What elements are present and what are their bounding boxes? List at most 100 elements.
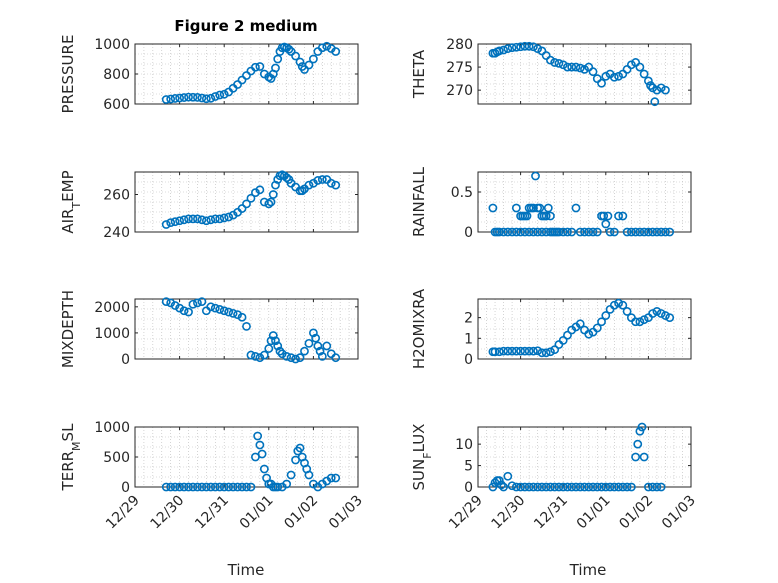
data-point <box>599 211 609 221</box>
y-tick-label: 260 <box>103 188 130 204</box>
data-point <box>652 307 662 316</box>
data-point <box>575 319 585 329</box>
data-point <box>228 482 238 492</box>
y-axis-label: RAINFALL <box>410 166 428 237</box>
data-point <box>494 46 504 56</box>
data-point <box>603 211 613 221</box>
y-tick-label: 0 <box>121 352 130 368</box>
data-point <box>533 482 543 492</box>
data-point <box>571 203 581 213</box>
y-tick-label: 0 <box>464 352 473 368</box>
data-point <box>554 482 564 492</box>
data-point <box>497 480 506 490</box>
data-point <box>179 482 189 492</box>
data-point <box>197 215 207 225</box>
data-point <box>533 346 543 356</box>
data-point <box>507 43 517 53</box>
x-tick-label: 12/31 <box>192 493 232 533</box>
data-point <box>511 227 521 237</box>
data-point <box>652 482 662 492</box>
data-point <box>665 313 675 323</box>
data-point <box>197 297 207 307</box>
data-point <box>488 203 498 213</box>
data-point <box>271 63 280 73</box>
data-point <box>546 347 555 357</box>
data-point <box>656 83 666 93</box>
data-point <box>609 227 619 237</box>
y-tick-label: 0.5 <box>451 185 473 201</box>
data-point <box>507 346 517 356</box>
subplot-7: 12/29 12/30 12/31 01/01 01/02 01/03 0 500 1000 TE… <box>59 420 366 532</box>
data-point <box>644 227 653 237</box>
data-point <box>166 482 176 492</box>
data-point <box>282 351 292 361</box>
axes-frame <box>477 43 692 105</box>
x-tick-label: 01/02 <box>616 493 656 533</box>
data-point <box>567 62 577 72</box>
data-point <box>639 69 649 79</box>
data-point <box>494 476 504 485</box>
data-point <box>635 227 645 237</box>
y-tick-label: 0 <box>121 480 130 496</box>
y-tick-label: 1000 <box>94 37 130 53</box>
y-tick-label: 10 <box>455 437 473 453</box>
data-point <box>601 311 611 320</box>
data-point <box>661 311 670 320</box>
data-point <box>656 482 666 492</box>
data-point <box>170 301 180 310</box>
data-point <box>184 92 193 102</box>
data-point <box>541 482 551 492</box>
data-point <box>567 227 577 237</box>
data-point <box>297 186 307 196</box>
data-point <box>537 227 547 237</box>
data-point <box>541 348 551 358</box>
data-point <box>295 443 305 453</box>
data-point <box>648 227 658 237</box>
data-point <box>233 80 242 89</box>
data-point <box>558 60 568 70</box>
data-point <box>311 333 321 343</box>
data-point <box>618 300 628 310</box>
x-tick-label: 01/02 <box>281 493 321 533</box>
data-point <box>242 199 251 209</box>
data-point <box>567 482 577 492</box>
data-point <box>554 340 564 349</box>
data-point <box>575 63 585 73</box>
subplot-8: 12/29 12/30 12/31 01/01 01/02 01/03 0 5 10 SUNFLU… <box>410 422 699 533</box>
data-point <box>161 482 171 492</box>
data-point <box>516 482 525 492</box>
data-point <box>535 203 545 213</box>
data-point <box>633 439 643 449</box>
axes-frame <box>477 298 692 360</box>
data-point <box>242 321 251 331</box>
y-tick-label: 5 <box>464 459 473 475</box>
data-point <box>618 482 628 492</box>
data-point <box>246 193 256 203</box>
data-point <box>268 190 278 199</box>
data-point <box>224 307 234 317</box>
y-tick-label: 240 <box>103 225 130 241</box>
data-point <box>499 45 508 55</box>
data-point <box>635 62 645 72</box>
data-point <box>550 58 560 67</box>
data-point <box>313 341 323 351</box>
subplot-4: 0 0.5 RAINFALL <box>410 166 692 241</box>
data-point <box>273 54 283 64</box>
x-tick-label: 12/31 <box>531 493 571 533</box>
y-tick-label: 1000 <box>94 420 130 436</box>
data-point <box>580 325 589 335</box>
data-point <box>317 175 327 184</box>
x-tick-label: 12/29 <box>103 493 143 533</box>
x-axis-label-right: Time <box>569 561 607 579</box>
y-tick-label: 0 <box>464 480 473 496</box>
data-point <box>488 482 498 492</box>
data-point <box>631 317 641 327</box>
data-point <box>520 482 530 492</box>
data-point <box>528 227 538 237</box>
data-point <box>184 307 193 317</box>
data-point <box>166 94 176 104</box>
data-point <box>286 353 296 363</box>
data-point <box>237 482 247 492</box>
x-tick-label: 12/29 <box>446 493 486 533</box>
